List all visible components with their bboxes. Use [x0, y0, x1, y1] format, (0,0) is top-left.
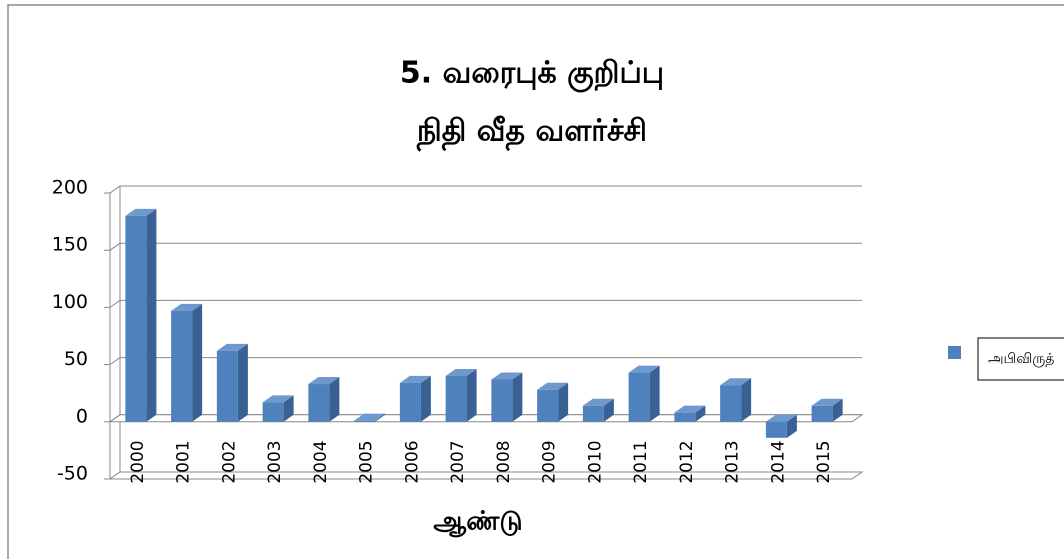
x-tick-label: 2008: [494, 440, 514, 483]
legend-label: அபிவிருத்: [988, 351, 1054, 367]
bar-side: [146, 208, 157, 422]
y-tick-label: -50: [57, 463, 88, 485]
bar-side: [329, 377, 340, 422]
bar-top: [491, 372, 523, 380]
bar-top: [262, 395, 294, 403]
bar: [491, 379, 513, 422]
grid-line: [104, 185, 862, 194]
bar-top: [171, 303, 203, 311]
bar: [537, 389, 559, 422]
bar: [171, 310, 193, 422]
x-tick-label: 2011: [631, 440, 651, 483]
y-tick-label: 150: [52, 234, 88, 256]
bar: [125, 215, 147, 422]
y-tick-label: 50: [64, 348, 88, 370]
bar: [674, 412, 696, 422]
bar-side: [237, 343, 248, 422]
y-tick-label: 0: [76, 405, 88, 427]
bar-side: [512, 372, 523, 422]
x-axis-label: ஆண்டு: [433, 507, 522, 538]
grid-line: [104, 357, 862, 366]
grid-line: [104, 299, 862, 308]
bar: [308, 384, 330, 422]
bar: [445, 376, 467, 422]
y-tick-label: 200: [52, 177, 88, 199]
bar: [582, 405, 604, 422]
x-tick-label: 2015: [814, 440, 834, 483]
bar-side: [192, 303, 203, 422]
bar-top: [674, 405, 706, 413]
bar-top: [445, 369, 477, 377]
legend-box: [977, 337, 1064, 381]
bar-side: [786, 414, 797, 438]
x-tick-label: 2001: [174, 440, 194, 483]
x-tick-label: 2009: [540, 440, 560, 483]
x-tick-label: 2006: [402, 440, 422, 483]
bar: [765, 421, 787, 438]
bar-side: [558, 382, 569, 422]
bar-side: [649, 365, 660, 422]
bar-top: [720, 378, 752, 386]
bar-side: [832, 398, 843, 422]
bar-top: [537, 382, 569, 390]
bar-side: [375, 413, 386, 422]
bar: [399, 382, 421, 422]
chart-title: 5. வரைபுக் குறிப்பு: [400, 56, 664, 93]
bar-side: [741, 378, 752, 422]
bar-top: [628, 365, 660, 373]
bar-top: [216, 343, 248, 351]
bar: [628, 372, 650, 422]
x-tick-label: 2007: [448, 440, 468, 483]
x-tick-label: 2005: [357, 440, 377, 483]
bar-top: [399, 375, 431, 383]
x-tick-label: 2002: [219, 440, 239, 483]
bar-top: [354, 413, 386, 421]
bar-side: [283, 395, 294, 422]
bar: [720, 385, 742, 422]
floor: [108, 471, 864, 480]
x-tick-label: 2012: [677, 440, 697, 483]
bar-top: [125, 208, 157, 216]
bar: [811, 405, 833, 422]
bar: [354, 420, 376, 422]
y-tick-label: 100: [52, 291, 88, 313]
x-tick-label: 2003: [265, 440, 285, 483]
bar-side: [420, 375, 431, 422]
bar-top: [308, 377, 340, 385]
x-tick-label: 2010: [585, 440, 605, 483]
x-tick-label: 2004: [311, 440, 331, 483]
x-tick-label: 2013: [723, 440, 743, 483]
chart-title: நிதி வீத வளர்ச்சி: [416, 114, 647, 152]
chart-border: [7, 4, 1064, 559]
bar-side: [603, 398, 614, 422]
bar-top: [811, 398, 843, 406]
floor: [108, 414, 864, 423]
bar-top: [582, 398, 614, 406]
bar-top: [765, 414, 797, 422]
bar-side: [695, 405, 706, 422]
grid-line: [104, 242, 862, 251]
bar: [262, 402, 284, 422]
x-tick-label: 2000: [128, 440, 148, 483]
legend-swatch: [948, 346, 961, 359]
x-tick-label: 2014: [768, 440, 788, 483]
bar: [216, 350, 238, 422]
bar-side: [466, 369, 477, 422]
